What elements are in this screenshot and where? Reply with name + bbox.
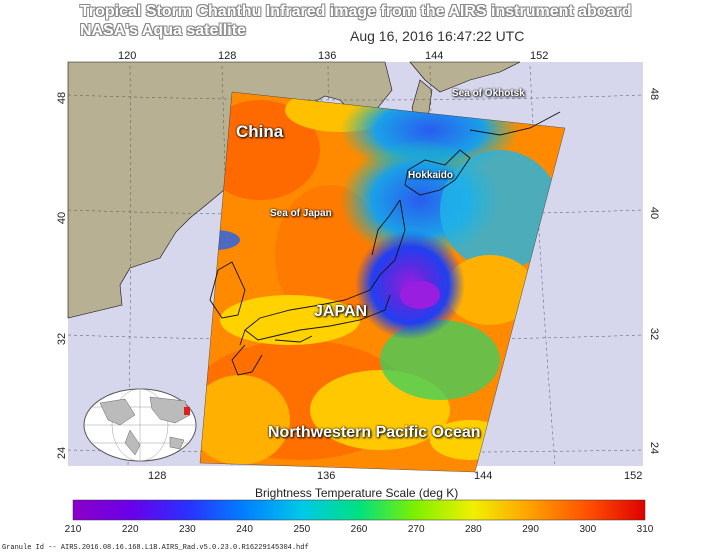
colorbar-tick-label: 210 <box>64 524 82 535</box>
lon-bottom-tick: 136 <box>317 470 336 482</box>
lat-left-tick: 48 <box>56 91 69 105</box>
colorbar-tick-label: 240 <box>236 524 253 535</box>
colorbar-tick-label: 290 <box>522 524 539 535</box>
lon-bottom-tick: 128 <box>148 470 167 482</box>
colorbar-tick-label: 270 <box>407 524 425 535</box>
label-hokkaido: Hokkaido <box>408 170 454 181</box>
okhotsk-coast-land <box>409 61 521 93</box>
lon-top-tick: 120 <box>118 50 137 62</box>
lat-right-tick: 40 <box>648 206 661 220</box>
japan-coastline <box>209 111 561 376</box>
lon-top-tick: 128 <box>218 50 237 62</box>
granule-id: Granule Id -- AIRS.2016.08.16.168.L1B.AI… <box>2 544 309 552</box>
timestamp: Aug 16, 2016 16:47:22 UTC <box>350 28 525 44</box>
lat-right-tick: 32 <box>648 327 661 341</box>
colorbar-tick-label: 220 <box>121 524 139 535</box>
colorbar-title: Brightness Temperature Scale (deg K) <box>255 486 459 500</box>
lat-right-tick: 24 <box>648 441 661 455</box>
colorbar-tick-label: 310 <box>636 524 654 535</box>
label-japan: JAPAN <box>314 303 368 320</box>
colorbar-tick-label: 280 <box>465 524 482 535</box>
colorbar <box>72 499 646 521</box>
label-sea-of-okhotsk: Sea of Okhotsk <box>452 88 525 99</box>
title-line-2: NASA's Aqua satellite <box>80 22 246 39</box>
lat-left-tick: 32 <box>56 332 69 346</box>
lon-top-tick: 136 <box>318 50 337 62</box>
label-sea-of-japan: Sea of Japan <box>270 208 332 219</box>
lon-top-tick: 152 <box>530 50 549 62</box>
lon-bottom-tick: 152 <box>624 470 643 482</box>
inset-globe <box>83 388 197 462</box>
airs-swath <box>200 92 565 472</box>
lon-bottom-tick: 144 <box>474 470 493 482</box>
lat-left-tick: 24 <box>56 446 69 460</box>
label-china: China <box>236 122 284 141</box>
colorbar-tick-label: 230 <box>179 524 196 535</box>
colorbar-tick-label: 300 <box>579 524 597 535</box>
lat-left-tick: 40 <box>56 211 69 225</box>
lon-top-tick: 144 <box>425 50 444 62</box>
label-nw-pacific: Northwestern Pacific Ocean <box>268 424 481 441</box>
colorbar-tick-label: 250 <box>293 524 311 535</box>
title-line-1: Tropical Storm Chanthu Infrared image fr… <box>80 3 632 20</box>
lat-right-tick: 48 <box>648 87 661 101</box>
colorbar-tick-label: 260 <box>350 524 368 535</box>
